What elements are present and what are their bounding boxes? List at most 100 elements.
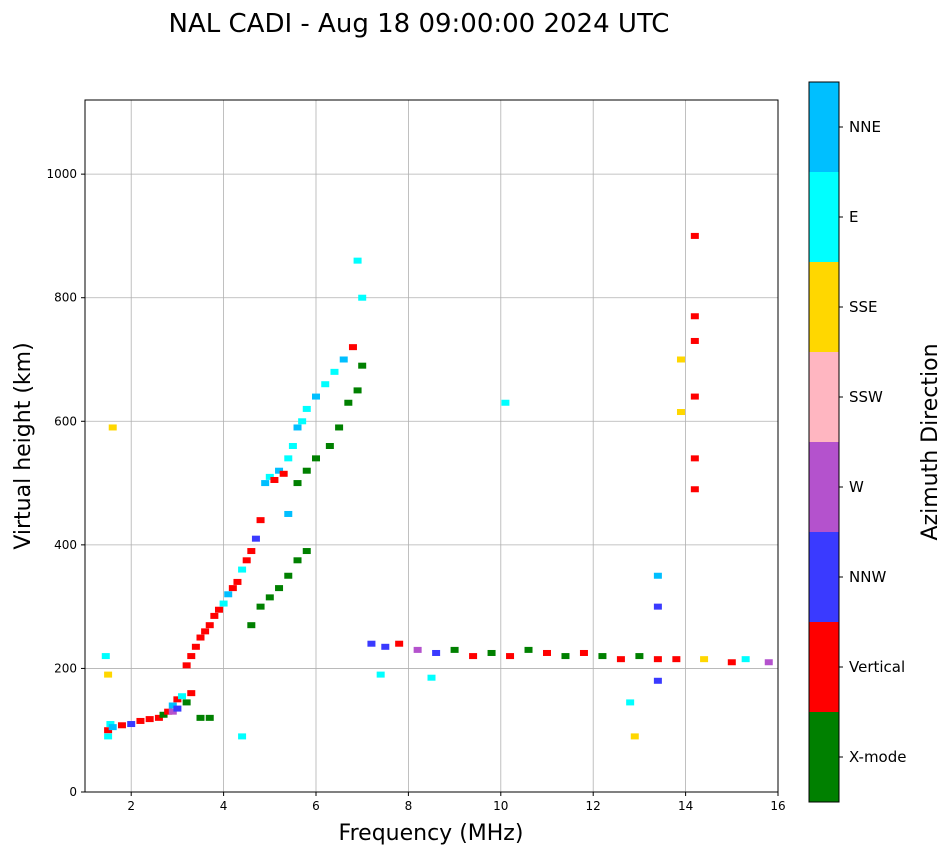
series-f-layer-ordinary bbox=[182, 257, 367, 669]
x-tick-label: 10 bbox=[493, 799, 508, 813]
data-layer bbox=[101, 232, 773, 740]
x-tick-label: 6 bbox=[312, 799, 320, 813]
colorbar-tick-label: Vertical bbox=[849, 658, 905, 676]
echo-point bbox=[353, 387, 362, 394]
echo-point bbox=[427, 674, 436, 681]
echo-point bbox=[104, 733, 113, 740]
echo-point bbox=[690, 313, 699, 320]
series-e-layer-low bbox=[101, 424, 247, 740]
series-spread-echoes bbox=[501, 232, 736, 740]
echo-point bbox=[187, 690, 196, 697]
echo-point bbox=[506, 653, 515, 660]
x-axis-label: Frequency (MHz) bbox=[339, 821, 524, 846]
echo-point bbox=[275, 585, 284, 592]
colorbar-segment bbox=[809, 712, 839, 802]
echo-point bbox=[690, 337, 699, 344]
colorbar: X-mode Vertical NNW W SSW SSE E NNE bbox=[809, 82, 906, 802]
colorbar-tick-label: NNW bbox=[849, 568, 886, 586]
y-tick-label: 1000 bbox=[46, 167, 77, 181]
echo-point bbox=[247, 548, 256, 555]
echo-point bbox=[168, 702, 177, 709]
echo-point bbox=[302, 405, 311, 412]
echo-point bbox=[275, 467, 284, 474]
echo-point bbox=[106, 721, 115, 728]
series-f-layer-x-mode bbox=[247, 362, 367, 629]
echo-point bbox=[242, 557, 251, 564]
y-tick-label: 600 bbox=[54, 414, 77, 428]
echo-point bbox=[413, 646, 422, 653]
y-axis-label: Virtual height (km) bbox=[11, 342, 36, 549]
echo-point bbox=[196, 714, 205, 721]
y-tick-label: 0 bbox=[69, 785, 77, 799]
colorbar-segment bbox=[809, 622, 839, 712]
echo-point bbox=[279, 470, 288, 477]
y-tick-label: 200 bbox=[54, 661, 77, 675]
echo-point bbox=[284, 510, 293, 517]
echo-point bbox=[238, 566, 247, 573]
echo-point bbox=[251, 535, 260, 542]
echo-point bbox=[298, 418, 307, 425]
echo-point bbox=[690, 455, 699, 462]
echo-point bbox=[501, 399, 510, 406]
echo-point bbox=[108, 424, 117, 431]
echo-point bbox=[321, 381, 330, 388]
colorbar-segment bbox=[809, 442, 839, 532]
echo-point bbox=[312, 455, 320, 462]
echo-point bbox=[727, 659, 736, 666]
echo-point bbox=[265, 473, 274, 480]
echo-point bbox=[690, 393, 699, 400]
echo-point bbox=[764, 659, 773, 666]
echo-point bbox=[616, 656, 625, 663]
echo-point bbox=[238, 733, 247, 740]
x-tick-label: 8 bbox=[405, 799, 413, 813]
echo-point bbox=[626, 699, 635, 706]
colorbar-label: Azimuth Direction bbox=[918, 343, 943, 540]
x-tick-label: 12 bbox=[586, 799, 601, 813]
echo-point bbox=[101, 653, 110, 660]
series-oblique-trace-200-250-km bbox=[367, 640, 773, 681]
echo-point bbox=[635, 653, 644, 660]
colorbar-frame bbox=[808, 81, 840, 803]
echo-point bbox=[270, 476, 279, 483]
echo-point bbox=[173, 696, 182, 703]
colorbar-segment bbox=[809, 352, 839, 442]
echo-point bbox=[293, 480, 302, 487]
echo-point bbox=[353, 257, 362, 264]
colorbar-tick-label: X-mode bbox=[849, 748, 906, 766]
colorbar-segment bbox=[809, 262, 839, 352]
y-tick-label: 400 bbox=[54, 538, 77, 552]
echo-point bbox=[432, 649, 441, 656]
echo-point bbox=[312, 393, 320, 400]
colorbar-tick-label: NNE bbox=[849, 118, 881, 136]
echo-point bbox=[168, 708, 177, 715]
echo-point bbox=[224, 591, 233, 598]
echo-point bbox=[690, 232, 699, 239]
echo-point bbox=[265, 594, 274, 601]
echo-point bbox=[293, 424, 302, 431]
echo-point bbox=[700, 656, 709, 663]
echo-point bbox=[233, 578, 242, 585]
echo-point bbox=[302, 548, 311, 555]
echo-point bbox=[145, 716, 154, 723]
echo-point bbox=[108, 724, 117, 731]
echo-point bbox=[247, 622, 256, 629]
echo-point bbox=[358, 294, 367, 301]
echo-point bbox=[469, 653, 478, 660]
echo-point bbox=[741, 656, 750, 663]
echo-point bbox=[653, 572, 662, 579]
grid-lines bbox=[85, 100, 779, 793]
x-tick-label: 14 bbox=[678, 799, 693, 813]
plot-area bbox=[85, 100, 778, 792]
echo-point bbox=[104, 671, 113, 678]
echo-point bbox=[325, 443, 334, 449]
echo-point bbox=[187, 653, 196, 660]
echo-point bbox=[395, 640, 404, 647]
echo-point bbox=[205, 622, 214, 629]
echo-point bbox=[256, 517, 265, 524]
x-tick-label: 4 bbox=[220, 799, 228, 813]
echo-point bbox=[182, 699, 191, 706]
echo-point bbox=[284, 455, 293, 462]
echo-point bbox=[228, 585, 237, 592]
echo-point bbox=[330, 368, 339, 375]
